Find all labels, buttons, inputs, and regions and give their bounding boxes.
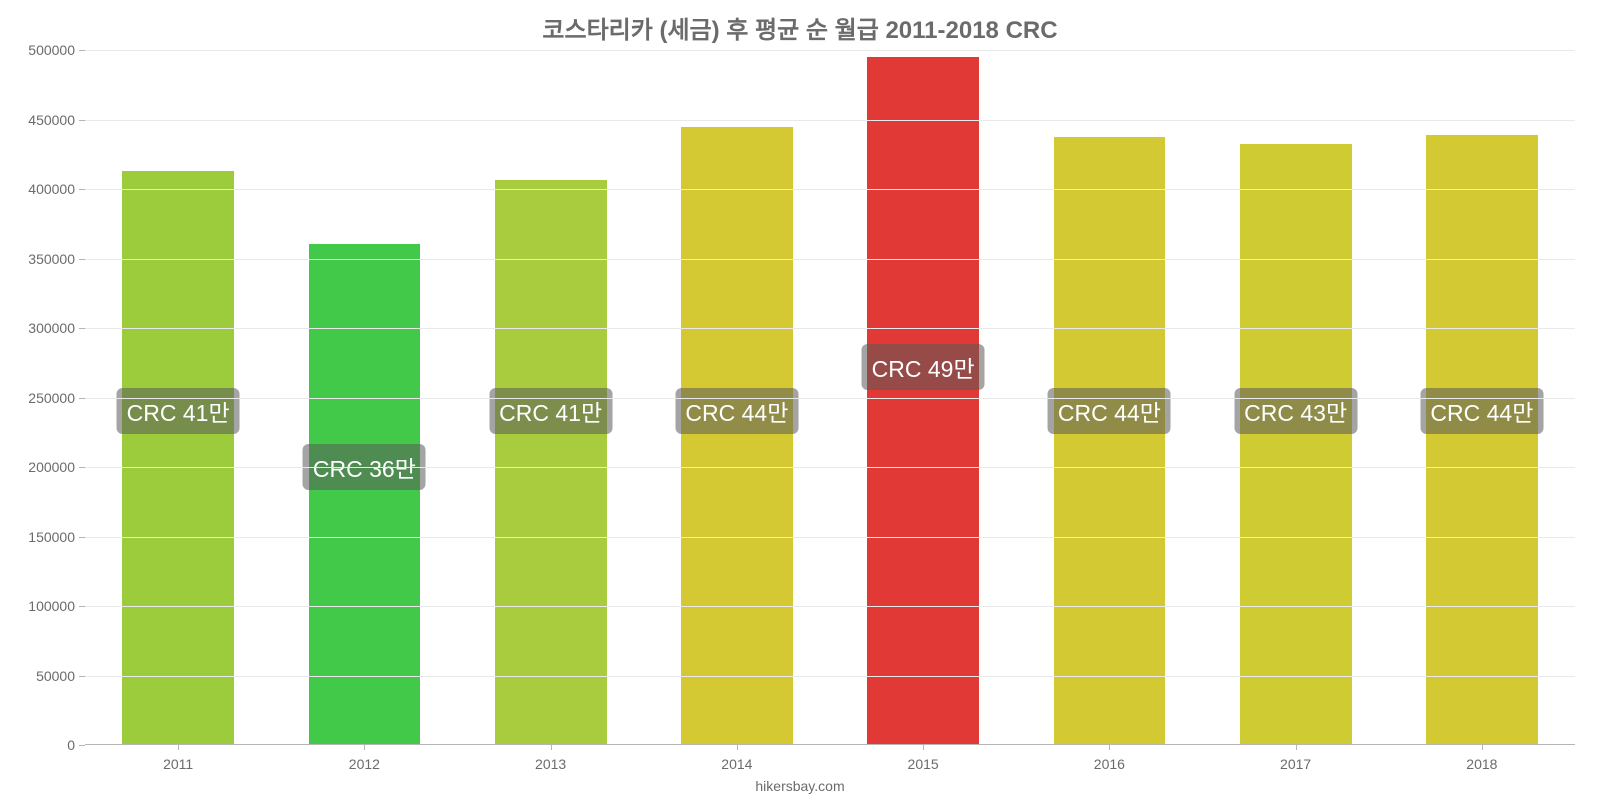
x-tickmark (1482, 744, 1483, 750)
x-tick-label: 2018 (1466, 756, 1497, 772)
y-tickmark (79, 398, 85, 399)
value-badge: CRC 41만 (489, 388, 612, 434)
x-tickmark (1109, 744, 1110, 750)
y-tickmark (79, 328, 85, 329)
gridline (85, 467, 1575, 468)
value-badge: CRC 41만 (117, 388, 240, 434)
x-tickmark (923, 744, 924, 750)
y-tickmark (79, 537, 85, 538)
bar[interactable] (1054, 137, 1166, 744)
x-tick-label: 2016 (1094, 756, 1125, 772)
value-badge: CRC 44만 (675, 388, 798, 434)
y-tickmark (79, 467, 85, 468)
value-badge: CRC 44만 (1048, 388, 1171, 434)
x-tickmark (1296, 744, 1297, 750)
gridline (85, 537, 1575, 538)
y-tick-label: 100000 (15, 598, 75, 614)
x-tick-label: 2014 (721, 756, 752, 772)
bar[interactable] (1240, 144, 1352, 744)
x-tickmark (551, 744, 552, 750)
x-tick-label: 2013 (535, 756, 566, 772)
y-tick-label: 400000 (15, 181, 75, 197)
y-tick-label: 500000 (15, 42, 75, 58)
x-tickmark (178, 744, 179, 750)
chart-container: 코스타리카 (세금) 후 평균 순 월급 2011-2018 CRC CRC 4… (0, 0, 1600, 800)
bar[interactable] (681, 127, 793, 744)
y-tick-label: 350000 (15, 251, 75, 267)
gridline (85, 120, 1575, 121)
bar[interactable] (1426, 135, 1538, 744)
x-tickmark (364, 744, 365, 750)
gridline (85, 676, 1575, 677)
gridline (85, 259, 1575, 260)
y-tick-label: 450000 (15, 112, 75, 128)
y-tickmark (79, 259, 85, 260)
chart-title: 코스타리카 (세금) 후 평균 순 월급 2011-2018 CRC (0, 0, 1600, 45)
y-tick-label: 50000 (15, 668, 75, 684)
y-tickmark (79, 676, 85, 677)
y-tick-label: 200000 (15, 459, 75, 475)
y-tickmark (79, 189, 85, 190)
y-tick-label: 250000 (15, 390, 75, 406)
value-badge: CRC 44만 (1420, 388, 1543, 434)
gridline (85, 50, 1575, 51)
x-tick-label: 2017 (1280, 756, 1311, 772)
y-tickmark (79, 120, 85, 121)
x-tickmark (737, 744, 738, 750)
x-tick-label: 2011 (163, 756, 193, 772)
y-tick-label: 0 (15, 737, 75, 753)
source-label: hikersbay.com (755, 778, 844, 794)
y-tickmark (79, 606, 85, 607)
y-tick-label: 150000 (15, 529, 75, 545)
y-tickmark (79, 50, 85, 51)
value-badge: CRC 43만 (1234, 388, 1357, 434)
gridline (85, 398, 1575, 399)
value-badge: CRC 49만 (862, 344, 985, 390)
y-tick-label: 300000 (15, 320, 75, 336)
plot-area: CRC 41만CRC 36만CRC 41만CRC 44만CRC 49만CRC 4… (85, 50, 1575, 745)
x-tick-label: 2015 (908, 756, 939, 772)
bar[interactable] (309, 244, 421, 744)
gridline (85, 328, 1575, 329)
gridline (85, 189, 1575, 190)
bar[interactable] (867, 57, 979, 744)
bar[interactable] (122, 171, 234, 744)
x-tick-label: 2012 (349, 756, 380, 772)
bar[interactable] (495, 180, 607, 744)
y-tickmark (79, 745, 85, 746)
gridline (85, 606, 1575, 607)
